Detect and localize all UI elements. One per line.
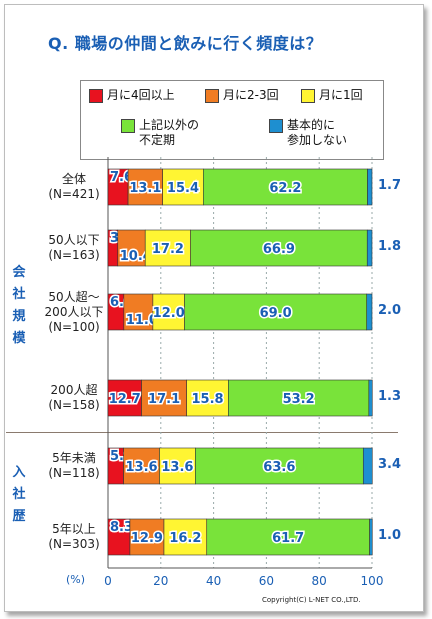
data-label: 63.6 [263, 460, 295, 475]
bar-segment [195, 447, 364, 485]
data-label: 53.2 [283, 392, 315, 407]
data-label: 15.8 [191, 392, 223, 407]
axis-unit-label: (%) [66, 573, 86, 586]
data-label: 12.0 [153, 306, 185, 321]
bar-segment [203, 168, 368, 206]
data-label: 16.2 [169, 531, 201, 546]
data-label: 13.6 [125, 460, 157, 475]
legend-swatch-blue [269, 119, 283, 133]
legend-label: 月に4回以上 [107, 88, 175, 102]
data-label: 13.6 [161, 460, 193, 475]
bar-segment [186, 379, 229, 417]
legend-item-irregular: 上記以外の 不定期 [121, 118, 199, 148]
bar-segment [117, 229, 146, 267]
bar-segment [369, 518, 373, 556]
row-label: 5年以上 (N=303) [48, 522, 100, 551]
bar-segment [368, 379, 373, 417]
x-tick-label: 100 [361, 574, 384, 588]
bar-segment [123, 293, 154, 331]
legend-item-1: 月に1回 [301, 88, 363, 103]
row-label: 全体 (N=421) [48, 172, 100, 201]
bar-segment [366, 293, 373, 331]
never-value-label: 1.7 [378, 178, 402, 193]
legend-swatch-red [89, 89, 103, 103]
never-value-label: 3.4 [378, 457, 402, 472]
data-label: 12.7 [109, 392, 141, 407]
x-tick-label: 40 [206, 574, 221, 588]
data-label: 11.0 [126, 313, 158, 328]
group-separator [6, 432, 398, 433]
data-label: 8.3 [110, 520, 133, 535]
row-label: 200人超 (N=158) [48, 383, 100, 412]
group-label-tenure: 入社歴 [12, 465, 26, 524]
copyright: Copyright(C) L-NET CO.,LTD. [262, 596, 361, 604]
bar-segment [366, 229, 373, 267]
data-label: 15.4 [167, 181, 199, 196]
data-label: 12.9 [131, 531, 163, 546]
row-label: 50人超～ 200人以下 (N=100) [44, 289, 104, 334]
data-label: 13.1 [129, 181, 161, 196]
legend-label: 月に2-3回 [223, 88, 279, 102]
data-label: 17.2 [152, 242, 184, 257]
never-value-label: 1.0 [378, 528, 402, 543]
legend-label: 上記以外の 不定期 [139, 118, 200, 147]
never-value-label: 1.8 [378, 239, 402, 254]
legend-label: 月に1回 [319, 88, 363, 102]
legend-swatch-green [121, 119, 135, 133]
data-label: 62.2 [269, 181, 301, 196]
bar-segment [184, 293, 368, 331]
never-value-label: 1.3 [378, 389, 402, 404]
data-label: 10.4 [120, 249, 152, 264]
legend-item-4plus: 月に4回以上 [89, 88, 175, 103]
group-label-company-size: 会社規模 [12, 265, 26, 346]
bar-segment [127, 168, 163, 206]
data-label: 69.0 [260, 306, 292, 321]
bar-segment [159, 447, 196, 485]
bar-segment [107, 379, 142, 417]
row-label: 5年未満 (N=118) [48, 451, 100, 480]
never-value-label: 2.0 [378, 303, 402, 318]
x-tick-label: 80 [312, 574, 327, 588]
bar-segment [123, 447, 160, 485]
bar-segment [190, 229, 368, 267]
x-tick-label: 60 [259, 574, 274, 588]
bar-segment [144, 229, 191, 267]
data-label: 66.9 [263, 242, 295, 257]
legend-swatch-yellow [301, 89, 315, 103]
legend-label: 基本的に 参加しない [287, 118, 348, 147]
legend-item-2to3: 月に2-3回 [205, 88, 279, 103]
x-tick-label: 0 [104, 574, 112, 588]
chart-title: Q. 職場の仲間と飲みに行く頻度は？ [48, 34, 323, 53]
row-label: 50人以下 (N=163) [48, 233, 100, 262]
legend-item-never: 基本的に 参加しない [269, 118, 347, 148]
x-tick-label: 20 [153, 574, 168, 588]
bar-segment [367, 168, 373, 206]
bar-segment [162, 168, 204, 206]
bar-segment [228, 379, 370, 417]
bar-segment [152, 293, 185, 331]
bar-segment [362, 447, 373, 485]
bar-segment [141, 379, 187, 417]
data-label: 17.1 [148, 392, 180, 407]
data-label: 61.7 [272, 531, 304, 546]
legend-swatch-orange [205, 89, 219, 103]
legend: 月に4回以上 月に2-3回 月に1回 上記以外の 不定期 基本的に 参加しない [80, 80, 384, 160]
